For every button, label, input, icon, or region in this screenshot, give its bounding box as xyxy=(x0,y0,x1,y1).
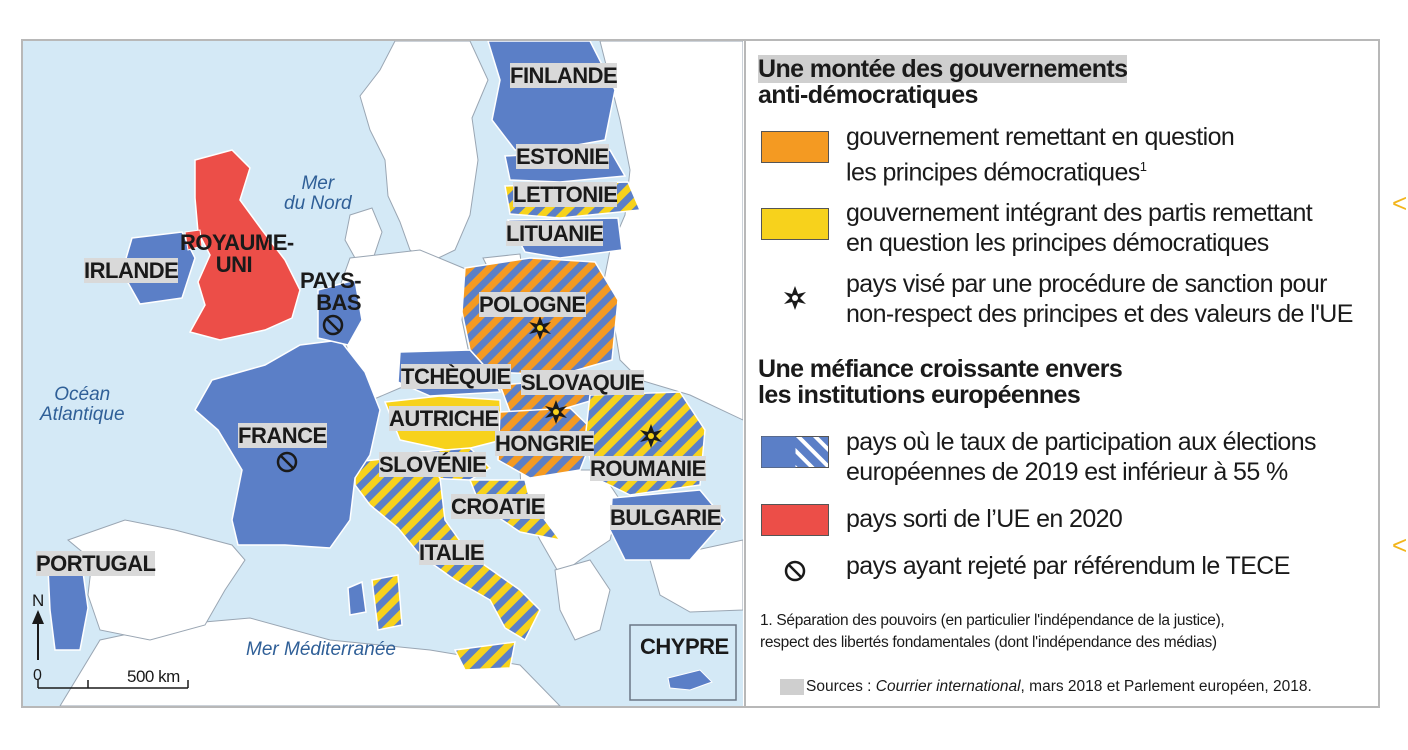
corsica-shape xyxy=(347,580,367,616)
legend-sanction-text: pays visé par une procédure de sanction … xyxy=(846,270,1353,328)
country-label-chypre: CHYPRE xyxy=(640,634,729,659)
sanction-star-icon xyxy=(529,316,551,340)
legend-sanction-star-icon xyxy=(784,286,806,310)
legend-brexit-text: pays sorti de l’UE en 2020 xyxy=(846,505,1123,533)
country-label-lituanie: LITUANIE xyxy=(506,221,604,246)
edge-marker: < xyxy=(1392,530,1408,560)
edge-marker: < xyxy=(1392,188,1408,218)
country-label-slovaquie: SLOVAQUIE xyxy=(521,370,645,395)
finland-shape xyxy=(487,41,616,151)
cyprus-shape xyxy=(667,669,713,691)
sea-label-north: Mer du Nord xyxy=(284,173,352,214)
country-label-finlande: FINLANDE xyxy=(510,63,618,88)
legend-tece-text: pays ayant rejeté par référendum le TECE xyxy=(846,552,1290,580)
legend-orange-swatch xyxy=(761,131,829,163)
sources-line: Sources : Courrier international, mars 2… xyxy=(780,678,1312,696)
country-label-hongrie: HONGRIE xyxy=(495,431,595,456)
country-label-slovenie: SLOVÉNIE xyxy=(379,452,487,477)
legend-yellow-text: gouvernement intégrant des partis remett… xyxy=(846,199,1313,257)
uk-shape xyxy=(188,149,301,341)
greece-land xyxy=(554,559,611,641)
country-label-portugal: PORTUGAL xyxy=(36,551,156,576)
north-label: N xyxy=(32,591,44,610)
legend-section1-title: Une montée des gouvernements anti-démocr… xyxy=(758,55,1128,109)
country-label-irlande: IRLANDE xyxy=(84,258,179,283)
legend-yellow-swatch xyxy=(761,208,829,240)
country-label-italie: ITALIE xyxy=(419,540,485,565)
legend-footnote: 1. Séparation des pouvoirs (en particuli… xyxy=(760,612,1225,651)
sardinia-shape xyxy=(371,574,403,631)
sea-label-atlantic: Océan Atlantique xyxy=(40,384,125,425)
legend-orange-text: gouvernement remettant en question les p… xyxy=(846,123,1235,187)
northern-ireland-shape xyxy=(184,229,203,251)
sea-label-mediterranean: Mer Méditerranée xyxy=(246,639,396,660)
country-label-royaume-uni: ROYAUME- UNI xyxy=(180,230,294,277)
sanction-star-icon xyxy=(545,400,567,424)
country-label-tchequie: TCHÈQUIE xyxy=(401,364,511,389)
referendum-rejection-icon xyxy=(276,451,298,473)
legend-turnout-swatch xyxy=(761,436,829,468)
legend-section2-title: Une méfiance croissante envers les insti… xyxy=(758,355,1123,409)
referendum-rejection-icon xyxy=(322,314,344,336)
country-label-autriche: AUTRICHE xyxy=(389,406,499,431)
sicily-shape xyxy=(453,641,516,671)
scale-bar xyxy=(37,680,189,689)
country-label-pays-bas: PAYS- BAS xyxy=(300,268,362,315)
netherlands-shape xyxy=(317,279,363,346)
country-label-lettonie: LETTONIE xyxy=(513,182,618,207)
legend-turnout-text: pays où le taux de participation aux éle… xyxy=(846,428,1317,486)
country-label-france: FRANCE xyxy=(238,423,327,448)
north-arrow-icon xyxy=(32,610,44,660)
legend-referendum-rejection-icon xyxy=(784,560,806,582)
legend-brexit-swatch xyxy=(761,504,829,536)
sanction-star-icon xyxy=(640,424,662,448)
scale-zero-label: 0 xyxy=(33,667,42,684)
country-label-bulgarie: BULGARIE xyxy=(610,505,721,530)
portugal-shape xyxy=(47,564,89,651)
country-label-estonie: ESTONIE xyxy=(516,144,609,169)
spain-land xyxy=(67,519,246,641)
scale-label: 500 km xyxy=(127,667,180,686)
map-legend-divider xyxy=(744,41,746,706)
country-label-pologne: POLOGNE xyxy=(479,292,586,317)
country-label-croatie: CROATIE xyxy=(451,494,545,519)
country-label-roumanie: ROUMANIE xyxy=(590,456,706,481)
